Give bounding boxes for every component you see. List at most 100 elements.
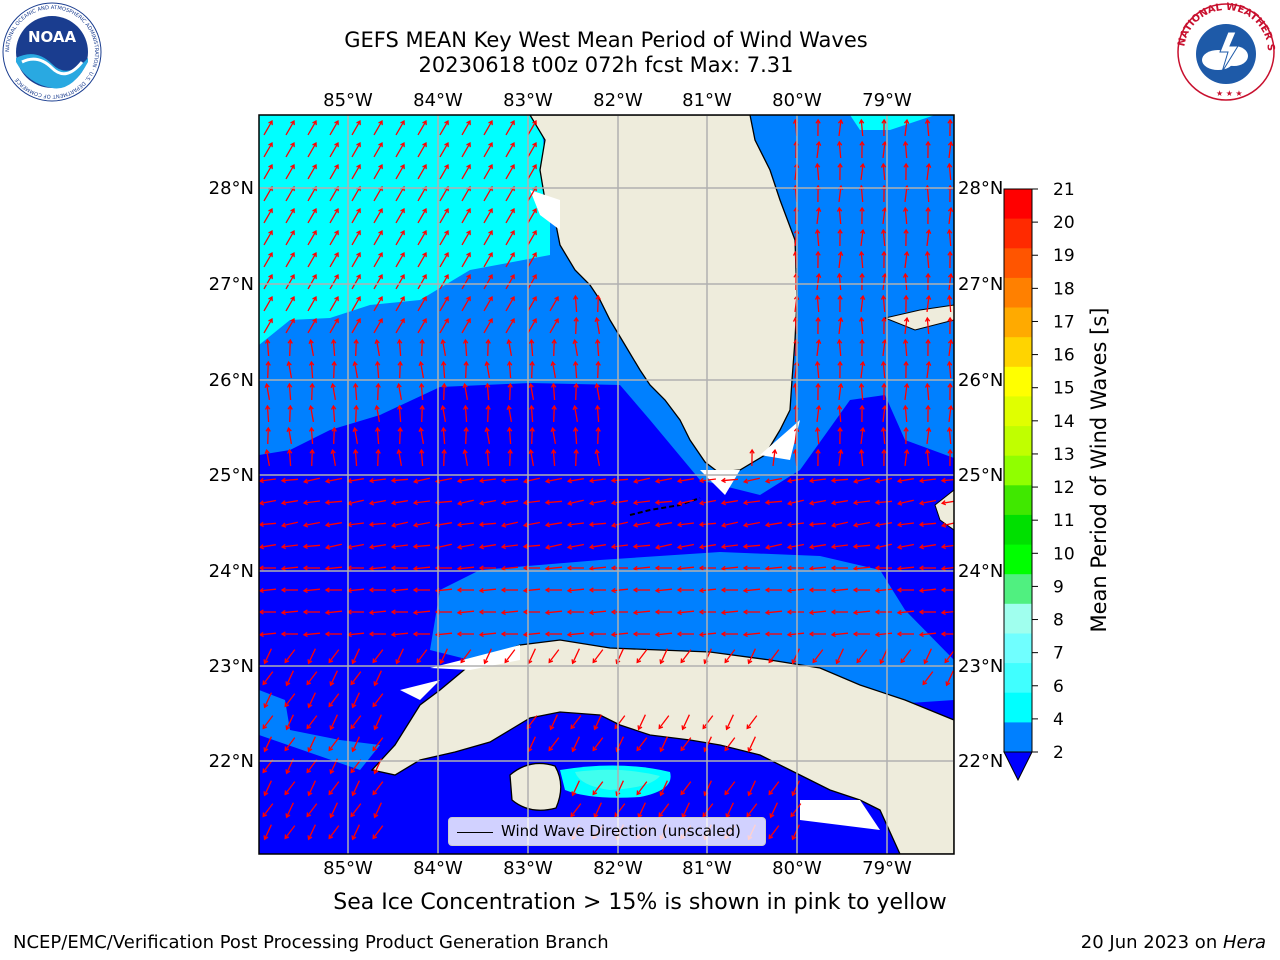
direction-arrow	[500, 565, 519, 572]
colorbar-tick-label: 16	[1053, 346, 1075, 366]
direction-arrow	[947, 250, 953, 269]
direction-arrow	[856, 649, 868, 664]
direction-arrow	[373, 120, 383, 136]
direction-arrow	[506, 404, 513, 423]
direction-arrow	[351, 824, 360, 841]
direction-arrow	[259, 587, 277, 594]
direction-arrow	[548, 737, 560, 752]
direction-arrow	[373, 230, 383, 246]
direction-arrow	[457, 499, 474, 506]
direction-arrow	[284, 781, 296, 796]
direction-arrow	[881, 404, 888, 422]
direction-arrow	[462, 338, 469, 357]
direction-arrow	[881, 382, 887, 401]
direction-arrow	[397, 426, 403, 445]
direction-arrow	[375, 448, 381, 467]
direction-arrow	[742, 499, 760, 506]
lat-label-left: 28°N	[209, 178, 254, 199]
direction-arrow	[483, 208, 493, 224]
direction-arrow	[462, 448, 469, 467]
direction-arrow	[527, 208, 537, 224]
direction-arrow	[720, 500, 739, 506]
direction-arrow	[881, 118, 887, 137]
direction-arrow	[815, 448, 821, 467]
colorbar-segment	[1004, 692, 1032, 723]
period-band-4-6-sw	[259, 690, 380, 770]
direction-arrow	[859, 162, 866, 180]
direction-arrow	[352, 426, 359, 445]
direction-arrow	[324, 609, 343, 616]
direction-arrow	[747, 648, 756, 665]
lon-label-bottom: 84°W	[413, 858, 463, 879]
direction-arrow	[858, 382, 865, 401]
direction-arrow	[940, 543, 954, 550]
direction-arrow	[264, 382, 271, 401]
direction-arrow	[484, 360, 491, 379]
colorbar-extend-triangle	[1003, 751, 1033, 782]
direction-arrow	[764, 587, 782, 593]
direction-arrow	[500, 477, 519, 484]
direction-arrow	[483, 164, 493, 180]
colorbar-segment	[1004, 722, 1032, 753]
direction-arrow	[456, 609, 475, 616]
direction-arrow	[461, 120, 471, 136]
direction-arrow	[308, 404, 315, 423]
direction-arrow	[808, 544, 827, 550]
direction-arrow	[527, 296, 537, 312]
direction-arrow	[259, 565, 276, 571]
direction-arrow	[836, 338, 843, 357]
direction-arrow	[416, 649, 428, 664]
direction-arrow	[280, 500, 299, 506]
direction-arrow	[307, 780, 316, 797]
direction-arrow	[654, 499, 673, 506]
colorbar-segment	[1004, 277, 1032, 308]
direction-arrow	[373, 252, 383, 268]
direction-arrow	[395, 120, 405, 136]
direction-arrow	[698, 587, 717, 594]
direction-arrow	[859, 294, 866, 312]
direction-arrow	[768, 825, 780, 840]
direction-arrow	[588, 609, 607, 616]
colorbar-tick-label: 11	[1053, 511, 1075, 531]
direction-arrow	[923, 648, 932, 665]
issue-date: 20 Jun 2023 on Hera	[1081, 932, 1266, 953]
direction-arrow	[588, 587, 606, 593]
direction-arrow	[506, 426, 513, 445]
direction-arrow	[263, 736, 272, 753]
direction-arrow	[330, 382, 337, 401]
direction-arrow	[329, 230, 339, 246]
direction-arrow	[285, 714, 294, 731]
direction-arrow	[390, 609, 408, 615]
direction-arrow	[280, 609, 299, 616]
direction-arrow	[440, 426, 447, 445]
direction-arrow	[918, 631, 937, 638]
direction-arrow	[566, 478, 585, 484]
direction-arrow	[572, 404, 579, 423]
direction-arrow	[456, 521, 474, 528]
direction-arrow	[506, 360, 513, 379]
direction-arrow	[259, 499, 277, 506]
direction-arrow	[746, 715, 758, 730]
direction-arrow	[880, 426, 887, 445]
direction-arrow	[632, 565, 651, 572]
direction-arrow	[306, 715, 318, 730]
direction-arrow	[439, 142, 449, 158]
direction-arrow	[262, 803, 274, 818]
direction-arrow	[925, 360, 932, 378]
direction-arrow	[527, 252, 537, 268]
direction-arrow	[903, 426, 909, 445]
direction-arrow	[328, 781, 340, 796]
direction-arrow	[439, 164, 449, 180]
direction-arrow	[837, 448, 844, 466]
direction-arrow	[610, 500, 629, 506]
direction-arrow	[302, 543, 321, 550]
direction-arrow	[896, 587, 914, 593]
graticule	[259, 115, 954, 854]
direction-arrow	[592, 737, 604, 752]
direction-arrow	[287, 404, 293, 423]
direction-arrow	[769, 802, 778, 819]
direction-arrow	[632, 609, 651, 616]
direction-arrow	[925, 404, 931, 423]
direction-arrow	[837, 294, 843, 313]
direction-arrow	[353, 404, 359, 423]
